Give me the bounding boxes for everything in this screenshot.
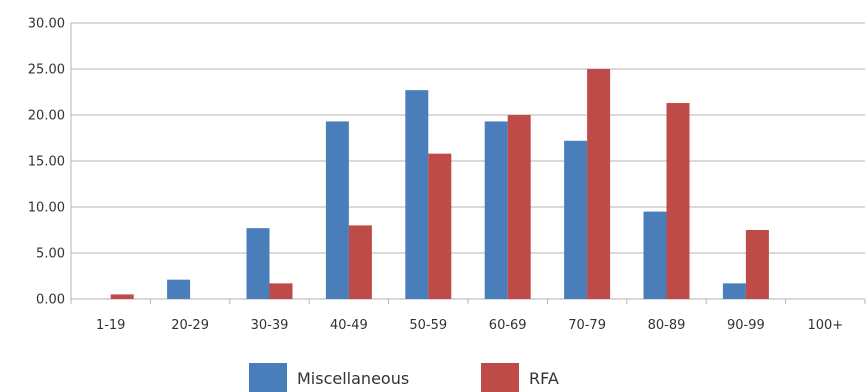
legend-label: Miscellaneous	[297, 369, 409, 388]
bar-miscellaneous-30-39	[246, 228, 270, 299]
x-tick-label: 20-29	[171, 318, 209, 333]
y-tick-label: 25.00	[28, 63, 65, 78]
x-tick-label: 30-39	[251, 318, 289, 333]
y-tick-label: 5.00	[36, 247, 65, 262]
bar-rfa-50-59	[428, 153, 452, 299]
bar-rfa-40-49	[348, 225, 372, 299]
y-tick-label: 30.00	[28, 17, 65, 32]
bar-miscellaneous-20-29	[167, 279, 191, 299]
y-tick-label: 10.00	[28, 201, 65, 216]
x-tick-label: 90-99	[727, 318, 765, 333]
bar-miscellaneous-40-49	[325, 121, 349, 299]
bar-rfa-30-39	[269, 283, 293, 299]
bar-rfa-1-19	[110, 294, 134, 299]
y-tick-label: 20.00	[28, 109, 65, 124]
y-tick-label: 15.00	[28, 155, 65, 170]
bar-miscellaneous-80-89	[643, 211, 667, 299]
bar-miscellaneous-90-99	[722, 283, 746, 299]
x-tick-label: 50-59	[409, 318, 447, 333]
x-tick-label: 40-49	[330, 318, 368, 333]
legend-swatch-miscellaneous	[249, 363, 287, 392]
legend-swatch-rfa	[481, 363, 519, 392]
bar-rfa-60-69	[507, 115, 531, 299]
x-tick-label: 80-89	[648, 318, 686, 333]
x-tick-label: 60-69	[489, 318, 527, 333]
bars	[110, 69, 769, 299]
y-tick-label: 0.00	[36, 293, 65, 308]
x-tick-label: 70-79	[568, 318, 606, 333]
y-axis-tick-labels: 0.00 5.00 10.00 15.00 20.00 25.00 30.00	[28, 17, 65, 308]
bar-miscellaneous-50-59	[405, 90, 429, 299]
bar-rfa-80-89	[666, 103, 690, 299]
legend: Miscellaneous RFA	[249, 363, 559, 392]
gridlines	[70, 22, 866, 304]
bar-rfa-70-79	[587, 69, 611, 299]
x-tick-label: 1-19	[96, 318, 126, 333]
x-tick-label: 100+	[807, 318, 843, 333]
bar-miscellaneous-60-69	[484, 121, 508, 299]
bar-miscellaneous-70-79	[564, 140, 588, 299]
bar-rfa-90-99	[745, 230, 769, 299]
x-axis-tick-labels: 1-19 20-29 30-39 40-49 50-59 60-69 70-79 80-89 9…	[96, 318, 843, 333]
legend-label: RFA	[529, 369, 559, 388]
